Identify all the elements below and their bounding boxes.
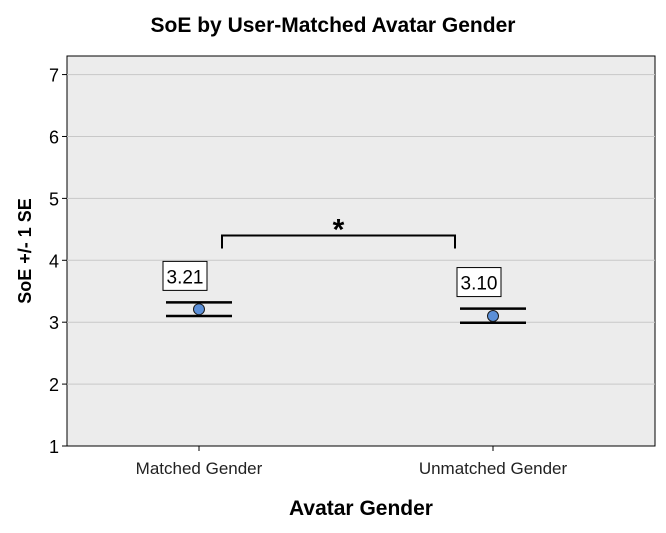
chart-title: SoE by User-Matched Avatar Gender — [151, 14, 516, 37]
y-tick-label: 5 — [49, 189, 59, 209]
significance-bracket: * — [221, 214, 456, 249]
data-point — [193, 303, 205, 316]
y-tick-label: 3 — [49, 313, 59, 333]
data-label-box — [162, 260, 208, 291]
x-axis-title: Avatar Gender — [289, 497, 433, 520]
data-label: 3.10 — [461, 274, 498, 295]
y-axis-title: SoE +/- 1 SE — [15, 198, 35, 304]
plot-area — [66, 55, 656, 447]
y-tick-label: 6 — [49, 127, 59, 147]
x-category-label: Unmatched Gender — [419, 459, 568, 478]
data-label-box — [456, 267, 502, 298]
x-axis-categories: Matched Gender Unmatched Gender — [136, 446, 568, 478]
y-tick-label: 4 — [49, 251, 59, 271]
gridlines — [67, 74, 655, 385]
data-marks: 3.21 3.10 — [162, 260, 526, 325]
significance-marker: * — [333, 214, 345, 247]
data-label: 3.21 — [167, 267, 204, 288]
y-tick-label: 2 — [49, 375, 59, 395]
significance-bracket-line — [221, 234, 456, 249]
y-tick-label: 7 — [49, 66, 59, 86]
y-axis-ticks: 1 2 3 4 5 6 7 — [49, 66, 67, 457]
y-tick-label: 1 — [49, 437, 59, 457]
data-point — [487, 310, 499, 322]
x-category-label: Matched Gender — [136, 459, 263, 478]
